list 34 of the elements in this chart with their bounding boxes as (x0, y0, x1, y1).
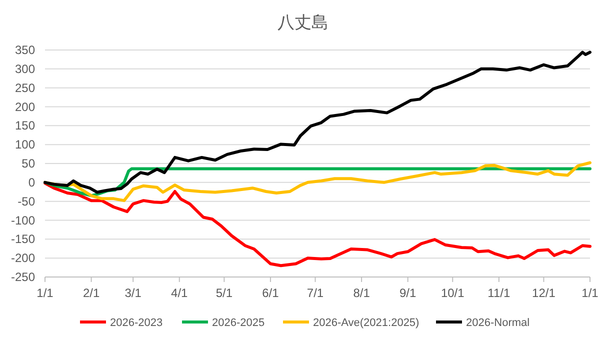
x-tick-label: 11/1 (488, 286, 510, 300)
x-tick-label: 4/1 (171, 286, 188, 300)
y-tick-label: 100 (14, 138, 36, 152)
line-series (44, 161, 592, 202)
x-tick-label: 10/1 (440, 286, 465, 300)
legend-label: 2026-2023 (110, 317, 163, 329)
x-tick-label: 7/1 (306, 286, 324, 300)
y-tick-label: 150 (14, 118, 36, 133)
legend-label: 2026-Normal (466, 317, 530, 329)
y-tick-label: 50 (22, 156, 36, 170)
y-tick-label: -150 (10, 232, 36, 246)
x-tick-label: 9/1 (399, 286, 416, 300)
line-series (44, 50, 592, 194)
x-tick-label: 2/1 (82, 286, 100, 300)
y-tick-label: 300 (14, 62, 36, 76)
legend-label: 2026-2025 (212, 317, 265, 329)
x-tick-label: 5/1 (216, 286, 233, 300)
y-tick-label: 250 (14, 80, 36, 95)
x-tick-label: 6/1 (262, 286, 280, 300)
y-tick-label: -250 (10, 270, 36, 284)
legend-label: 2026-Ave(2021:2025) (313, 317, 420, 329)
y-tick-label: -100 (10, 213, 36, 228)
x-tick-label: 8/1 (353, 286, 370, 300)
x-tick-label: 3/1 (124, 286, 142, 300)
line-series (44, 182, 592, 268)
x-tick-label: 1/1 (36, 286, 54, 300)
chart-title: 八丈島 (278, 13, 328, 32)
y-tick-label: -200 (10, 251, 36, 266)
y-tick-label: 0 (28, 175, 36, 190)
y-tick-label: 350 (14, 43, 36, 57)
y-tick-label: -50 (18, 194, 36, 208)
x-tick-label: 12/1 (532, 286, 556, 300)
y-tick-label: 200 (14, 100, 36, 114)
x-tick-label: 1/1 (582, 286, 599, 300)
